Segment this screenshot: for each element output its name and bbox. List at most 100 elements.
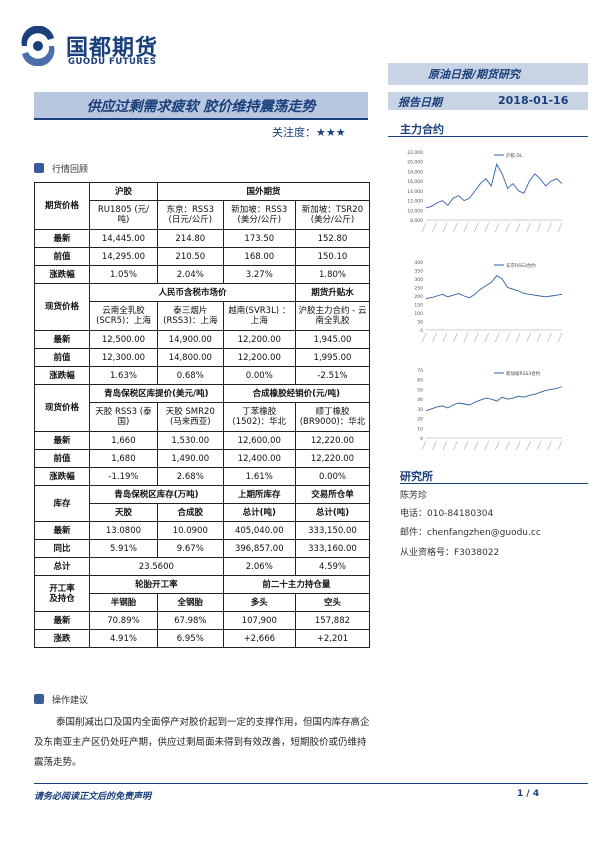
- label-line: 及持仓: [49, 593, 75, 604]
- row-label: 涨跌幅: [34, 265, 90, 284]
- table-cell: 396,857.00: [222, 539, 296, 558]
- row-label: 最新: [34, 521, 90, 540]
- analyst-name: 陈芳珍: [400, 491, 428, 501]
- table-cell: 0.00%: [294, 467, 371, 486]
- table-cell: 2.04%: [156, 265, 224, 284]
- y-tick-label: 70: [417, 368, 423, 374]
- y-tick-label: 300: [414, 277, 423, 283]
- table-cell: 10.0900: [156, 521, 224, 540]
- table-cell: 14,800.00: [156, 348, 224, 367]
- table-cell: 1.61%: [222, 467, 296, 486]
- legend-label: 沪胶.DL: [506, 152, 523, 159]
- row-label: 总计: [34, 557, 90, 576]
- subhead: 半钢胎: [89, 593, 158, 612]
- subhead: 多头: [222, 593, 296, 612]
- divider: [400, 483, 588, 484]
- table-cell: 6.95%: [156, 629, 224, 648]
- market-data-table: 期货价格 沪胶 国外期货 RU1805 (元/吨) 东京：RSS3 (日元/公斤…: [34, 182, 371, 648]
- table-cell: 107,900: [222, 611, 296, 630]
- section-bullet-icon: [34, 163, 44, 173]
- market-review-heading: 行情回顾: [52, 165, 89, 175]
- table-cell: 0.00%: [222, 366, 296, 385]
- row-label: 涨跌幅: [34, 467, 90, 486]
- table-cell: 12,600.00: [222, 431, 296, 450]
- table-cell: 168.00: [222, 247, 296, 266]
- row-label: 涨跌幅: [34, 366, 90, 385]
- x-tick-mark: [484, 440, 490, 451]
- table-cell: 12,200.00: [222, 330, 296, 349]
- analyst-email[interactable]: 邮件：chenfangzhen@guodu.cc: [400, 528, 541, 538]
- futures-price-label: 期货价格: [34, 182, 90, 230]
- y-tick-label: 10,000: [407, 208, 423, 214]
- table-cell: 0.68%: [156, 366, 224, 385]
- subhead: 新加坡：TSR20 (美分/公斤): [294, 200, 371, 230]
- x-tick-mark: [547, 440, 552, 451]
- table-cell: 67.98%: [156, 611, 224, 630]
- subhead: 顺丁橡胶 (BR9000)：华北: [294, 402, 371, 432]
- table-cell: 23.5600: [89, 557, 224, 576]
- x-tick-mark: [421, 332, 427, 343]
- y-tick-label: 150: [414, 303, 423, 309]
- row-label: 前值: [34, 449, 90, 468]
- disclaimer-note: 请务必阅读正文后的免责声明: [34, 792, 152, 802]
- col-header-shfe: 上期所库存: [222, 485, 296, 504]
- col-header-synthetic: 合成橡胶经销价(元/吨): [222, 384, 371, 403]
- inventory-label: 库存: [34, 485, 90, 522]
- table-cell: +2,666: [222, 629, 296, 648]
- y-tick-label: 40: [417, 397, 423, 403]
- y-tick-label: 200: [414, 294, 423, 300]
- table-cell: 173.50: [222, 229, 296, 248]
- report-title: 供应过剩需求疲软 胶价维持震荡走势: [86, 99, 316, 115]
- research-heading: 研究所: [400, 470, 433, 483]
- col-header-warrant: 交易所仓单: [294, 485, 371, 504]
- x-tick-mark: [494, 332, 500, 343]
- x-tick-mark: [536, 332, 542, 343]
- table-cell: 12,200.00: [222, 348, 296, 367]
- x-tick-mark: [432, 222, 437, 233]
- subhead: 天胶 SMR20 (马来西亚): [156, 402, 224, 432]
- table-cell: 214.80: [156, 229, 224, 248]
- y-tick-label: 50: [417, 320, 423, 326]
- subhead: 合成胶: [156, 503, 224, 522]
- subhead: 越南(SVR3L) ：上海: [222, 301, 296, 331]
- x-tick-mark: [463, 440, 469, 451]
- x-tick-mark: [547, 332, 552, 343]
- y-tick-label: 250: [414, 286, 423, 292]
- x-tick-mark: [453, 222, 458, 233]
- x-tick-mark: [442, 332, 448, 343]
- table-cell: 12,300.00: [89, 348, 158, 367]
- table-cell: 1,945.00: [294, 330, 371, 349]
- table-cell: 70.89%: [89, 611, 158, 630]
- x-tick-mark: [536, 222, 542, 233]
- table-cell: 1.63%: [89, 366, 158, 385]
- date-bar: [388, 92, 588, 110]
- attention-label: 关注度：: [272, 126, 316, 139]
- y-tick-label: 30: [417, 407, 423, 413]
- col-header-foreign: 国外期货: [156, 182, 371, 201]
- table-cell: 210.50: [156, 247, 224, 266]
- y-tick-label: 400: [414, 260, 423, 266]
- x-tick-mark: [526, 332, 531, 343]
- report-type-label: 原油日报/期货研究: [428, 68, 521, 81]
- x-tick-mark: [484, 222, 490, 233]
- subhead: 全钢胎: [156, 593, 224, 612]
- advice-heading: 操作建议: [52, 696, 89, 706]
- table-cell: 12,220.00: [294, 449, 371, 468]
- y-tick-label: 350: [414, 269, 423, 275]
- table-cell: 333,160.00: [294, 539, 371, 558]
- x-tick-mark: [494, 440, 500, 451]
- subhead: 总计(吨): [222, 503, 296, 522]
- table-cell: 150.10: [294, 247, 371, 266]
- section-bullet-icon: [34, 694, 44, 704]
- divider: [388, 136, 588, 137]
- x-tick-mark: [453, 440, 458, 451]
- table-cell: 4.91%: [89, 629, 158, 648]
- y-tick-label: 100: [414, 311, 423, 317]
- col-header-qingdao: 青岛保税区库提价(美元/吨): [89, 384, 224, 403]
- col-header-qingdao-stock: 青岛保税区库存(万吨): [89, 485, 224, 504]
- x-tick-mark: [442, 222, 448, 233]
- subhead: 总计(吨): [294, 503, 371, 522]
- x-tick-mark: [432, 332, 437, 343]
- row-label: 同比: [34, 539, 90, 558]
- table-cell: 157,882: [294, 611, 371, 630]
